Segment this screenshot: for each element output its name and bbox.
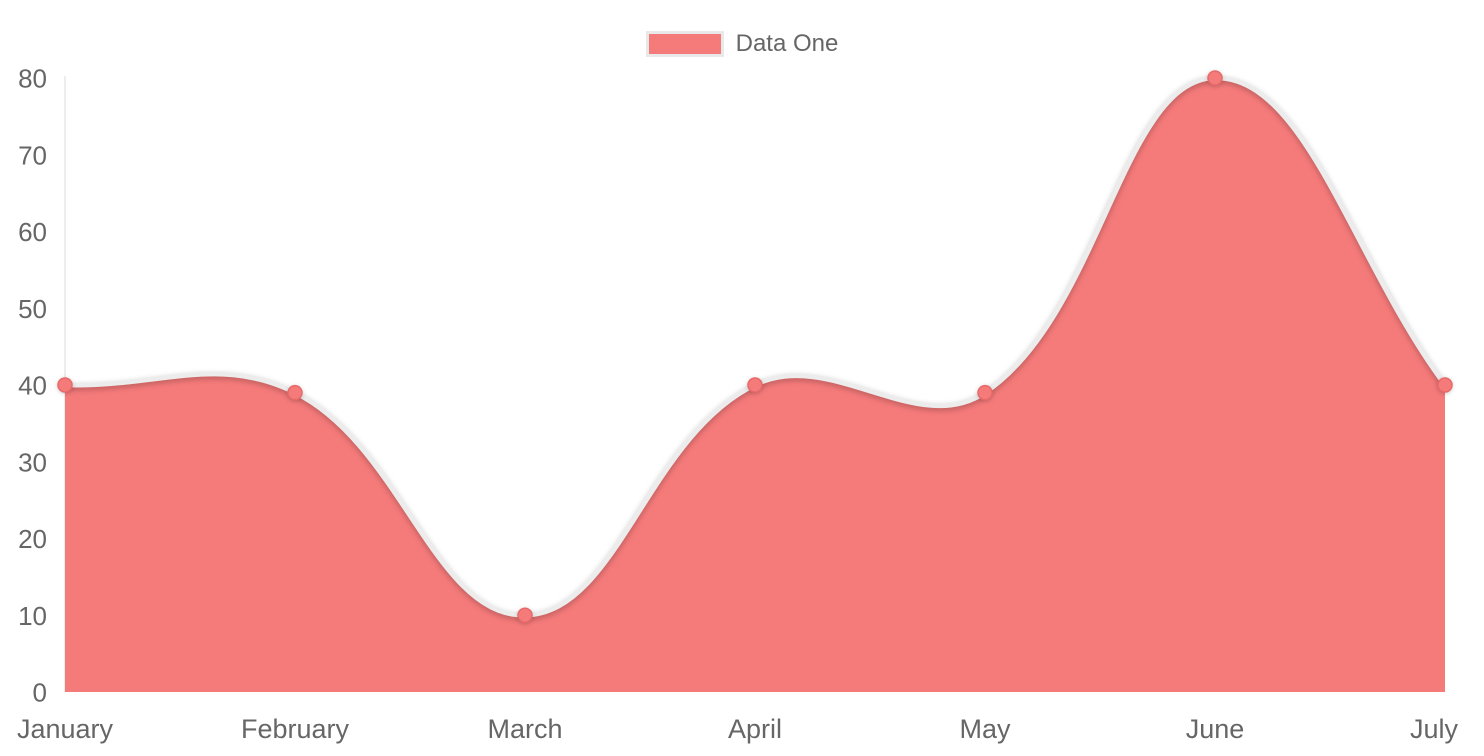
series-area-fill	[65, 77, 1445, 692]
x-tick-label: February	[241, 714, 350, 744]
y-tick-label: 30	[18, 447, 47, 477]
y-tick-label: 10	[18, 601, 47, 631]
y-tick-label: 60	[18, 217, 47, 247]
y-tick-label: 50	[18, 294, 47, 324]
data-point-april[interactable]	[747, 377, 763, 393]
chart-legend: Data One	[0, 31, 1484, 57]
data-point-june[interactable]	[1207, 70, 1223, 86]
x-tick-label: March	[487, 714, 562, 744]
x-tick-label: June	[1186, 714, 1245, 744]
y-tick-label: 40	[18, 371, 47, 401]
y-tick-label: 0	[33, 678, 47, 708]
data-point-february[interactable]	[287, 384, 303, 401]
y-tick-label: 80	[18, 64, 47, 94]
y-tick-label: 20	[18, 524, 47, 554]
data-point-march[interactable]	[517, 607, 533, 623]
data-point-january[interactable]	[57, 377, 73, 393]
x-tick-label: July	[1410, 714, 1459, 744]
x-tick-label: April	[728, 714, 782, 744]
legend-item-data-one[interactable]: Data One	[645, 30, 839, 57]
data-point-july[interactable]	[1437, 377, 1453, 393]
data-point-may[interactable]	[977, 384, 993, 401]
y-tick-label: 70	[18, 140, 47, 170]
legend-swatch-icon	[645, 31, 724, 57]
x-tick-label: May	[959, 714, 1011, 744]
legend-label: Data One	[735, 30, 839, 57]
x-tick-label: January	[17, 714, 114, 744]
